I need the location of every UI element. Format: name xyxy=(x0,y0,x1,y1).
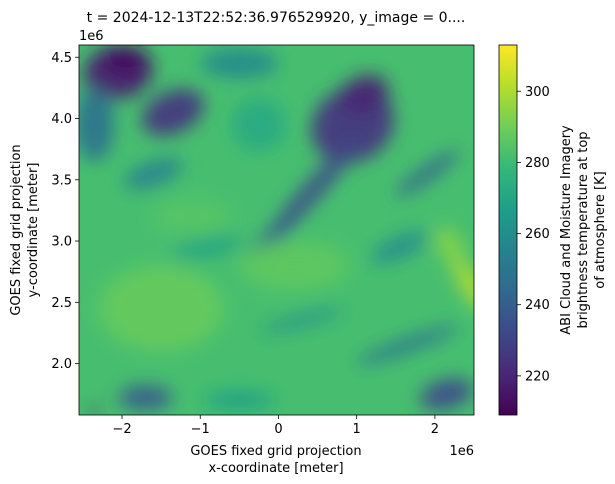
x-tick-label: 1 xyxy=(353,422,361,437)
colorbar-tick-label: 300 xyxy=(525,85,550,100)
x-tick-label: 2 xyxy=(431,422,439,437)
y-tick-label: 3.0 xyxy=(51,235,72,250)
colorbar-tick-label: 260 xyxy=(525,227,550,242)
y-tick-label: 3.5 xyxy=(51,173,72,188)
cloud-feature xyxy=(75,88,114,162)
cloud-feature xyxy=(239,241,349,290)
colorbar-label-line-2: brightness temperature at top xyxy=(576,131,591,328)
y-tick-label: 2.5 xyxy=(51,296,72,311)
y-axis-label-line-2: y-coordinate [meter] xyxy=(26,163,41,298)
y-tick-label: 2.0 xyxy=(51,357,72,372)
colorbar-label-line-1: ABI Cloud and Moisture Imagery xyxy=(559,125,574,335)
cloud-feature xyxy=(118,386,173,411)
cloud-feature xyxy=(104,45,148,74)
plot-area xyxy=(75,39,493,415)
y-tick-label: 4.0 xyxy=(51,112,72,127)
cloud-feature xyxy=(204,390,274,410)
x-offset-text: 1e6 xyxy=(449,444,474,459)
y-axis-ticks: 2.0 2.5 3.0 3.5 4.0 4.5 xyxy=(51,51,79,372)
chart-title: t = 2024-12-13T22:52:36.976529920, y_ima… xyxy=(87,10,466,26)
cloud-feature xyxy=(153,198,231,235)
cloud-feature xyxy=(232,98,287,152)
y-axis-label-line-1: GOES fixed grid projection xyxy=(9,144,24,315)
x-tick-label: −1 xyxy=(191,422,210,437)
cloud-feature xyxy=(91,405,99,415)
colorbar-gradient xyxy=(499,45,517,415)
x-axis-label-line-2: x-coordinate [meter] xyxy=(208,461,343,476)
colorbar-tick-label: 220 xyxy=(525,369,550,384)
y-offset-text: 1e6 xyxy=(79,29,104,44)
colorbar: 220 240 260 280 300 xyxy=(499,45,550,415)
x-axis-label-line-1: GOES fixed grid projection xyxy=(190,444,361,459)
x-tick-label: 0 xyxy=(274,422,282,437)
colorbar-tick-label: 240 xyxy=(525,298,550,313)
colorbar-label-line-3: of atmosphere [K] xyxy=(593,171,608,288)
x-axis-ticks: −2 −1 0 1 2 xyxy=(112,415,439,437)
colorbar-ticks: 220 240 260 280 300 xyxy=(517,85,550,385)
y-tick-label: 4.5 xyxy=(51,51,72,66)
x-tick-label: −2 xyxy=(112,422,131,437)
cloud-feature xyxy=(200,49,278,78)
cloud-feature xyxy=(99,266,224,352)
colorbar-tick-label: 280 xyxy=(525,156,550,171)
